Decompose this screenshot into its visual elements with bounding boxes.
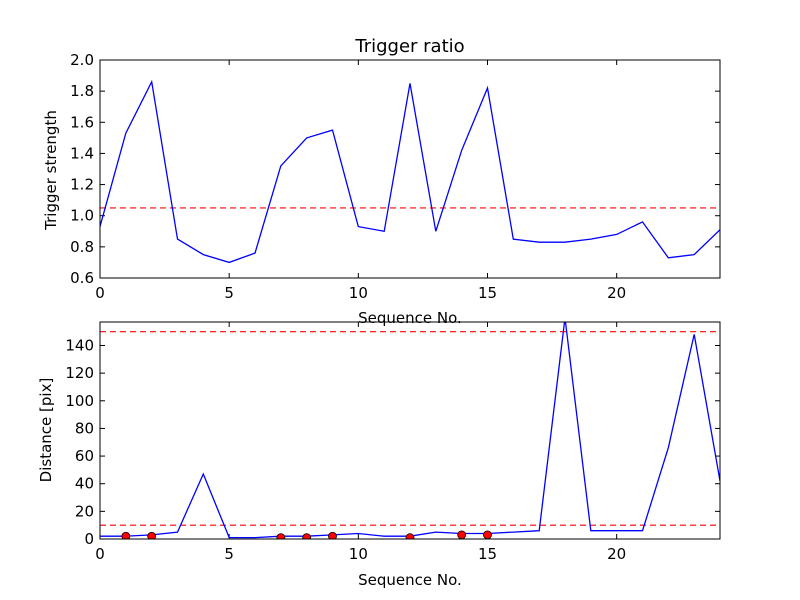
x-tick-label: 15 bbox=[478, 284, 497, 302]
x-tick-label: 5 bbox=[224, 545, 234, 563]
series-line bbox=[100, 322, 720, 539]
data-point-marker bbox=[276, 533, 286, 539]
y-tick-label: 1.2 bbox=[70, 176, 94, 194]
data-point-marker bbox=[121, 531, 131, 539]
y-tick-label: 60 bbox=[75, 447, 94, 465]
y-tick-label: 40 bbox=[75, 475, 94, 493]
plot-area bbox=[100, 79, 720, 264]
data-point-marker bbox=[405, 533, 415, 539]
x-tick-label: 10 bbox=[349, 284, 368, 302]
axes-frame bbox=[99, 59, 721, 279]
series-line bbox=[100, 79, 720, 264]
data-point-marker bbox=[457, 530, 467, 539]
y-tick-label: 0.6 bbox=[70, 269, 94, 287]
distance-axes: Sequence No. Distance [pix] 0 5 10 15 20 0 20 4… bbox=[37, 321, 721, 589]
x-tick-label: 0 bbox=[95, 284, 105, 302]
y-axis-label: Trigger strength bbox=[42, 110, 60, 231]
x-tick-label: 10 bbox=[349, 545, 368, 563]
y-tick-label: 1.4 bbox=[70, 144, 94, 162]
y-tick-label: 140 bbox=[65, 336, 94, 354]
x-tick-label: 15 bbox=[478, 545, 497, 563]
x-tick-label: 5 bbox=[224, 284, 234, 302]
plot-area bbox=[100, 322, 720, 539]
tick-group: 0 5 10 15 20 0 20 40 60 80 100 120 140 bbox=[65, 322, 720, 563]
trigger-ratio-axes: Trigger ratio Sequence No. Trigger stren… bbox=[42, 36, 721, 327]
y-tick-label: 100 bbox=[65, 392, 94, 410]
y-tick-label: 1.0 bbox=[70, 207, 94, 225]
x-tick-label: 20 bbox=[607, 545, 626, 563]
data-point-marker bbox=[328, 531, 337, 539]
y-tick-label: 1.8 bbox=[70, 82, 94, 100]
y-tick-label: 1.6 bbox=[70, 113, 94, 131]
y-tick-label: 120 bbox=[65, 364, 94, 382]
data-point-marker bbox=[147, 531, 157, 539]
x-tick-label: 20 bbox=[607, 284, 626, 302]
data-point-marker bbox=[302, 533, 312, 539]
x-axis-label: Sequence No. bbox=[358, 309, 462, 327]
y-tick-label: 80 bbox=[75, 419, 94, 437]
x-axis-label: Sequence No. bbox=[358, 571, 462, 589]
data-point-marker bbox=[483, 530, 492, 539]
y-tick-label: 20 bbox=[75, 502, 94, 520]
x-tick-label: 0 bbox=[95, 545, 105, 563]
y-axis-label: Distance [pix] bbox=[37, 378, 55, 483]
y-tick-label: 0.8 bbox=[70, 238, 94, 256]
chart-title: Trigger ratio bbox=[354, 36, 464, 57]
tick-group: 0 5 10 15 20 0.6 0.8 1.0 1.2 1.4 1.6 1.8 2.0 bbox=[70, 51, 720, 302]
y-tick-label: 2.0 bbox=[70, 51, 94, 69]
axes-frame bbox=[99, 321, 721, 540]
y-tick-label: 0 bbox=[84, 530, 94, 548]
